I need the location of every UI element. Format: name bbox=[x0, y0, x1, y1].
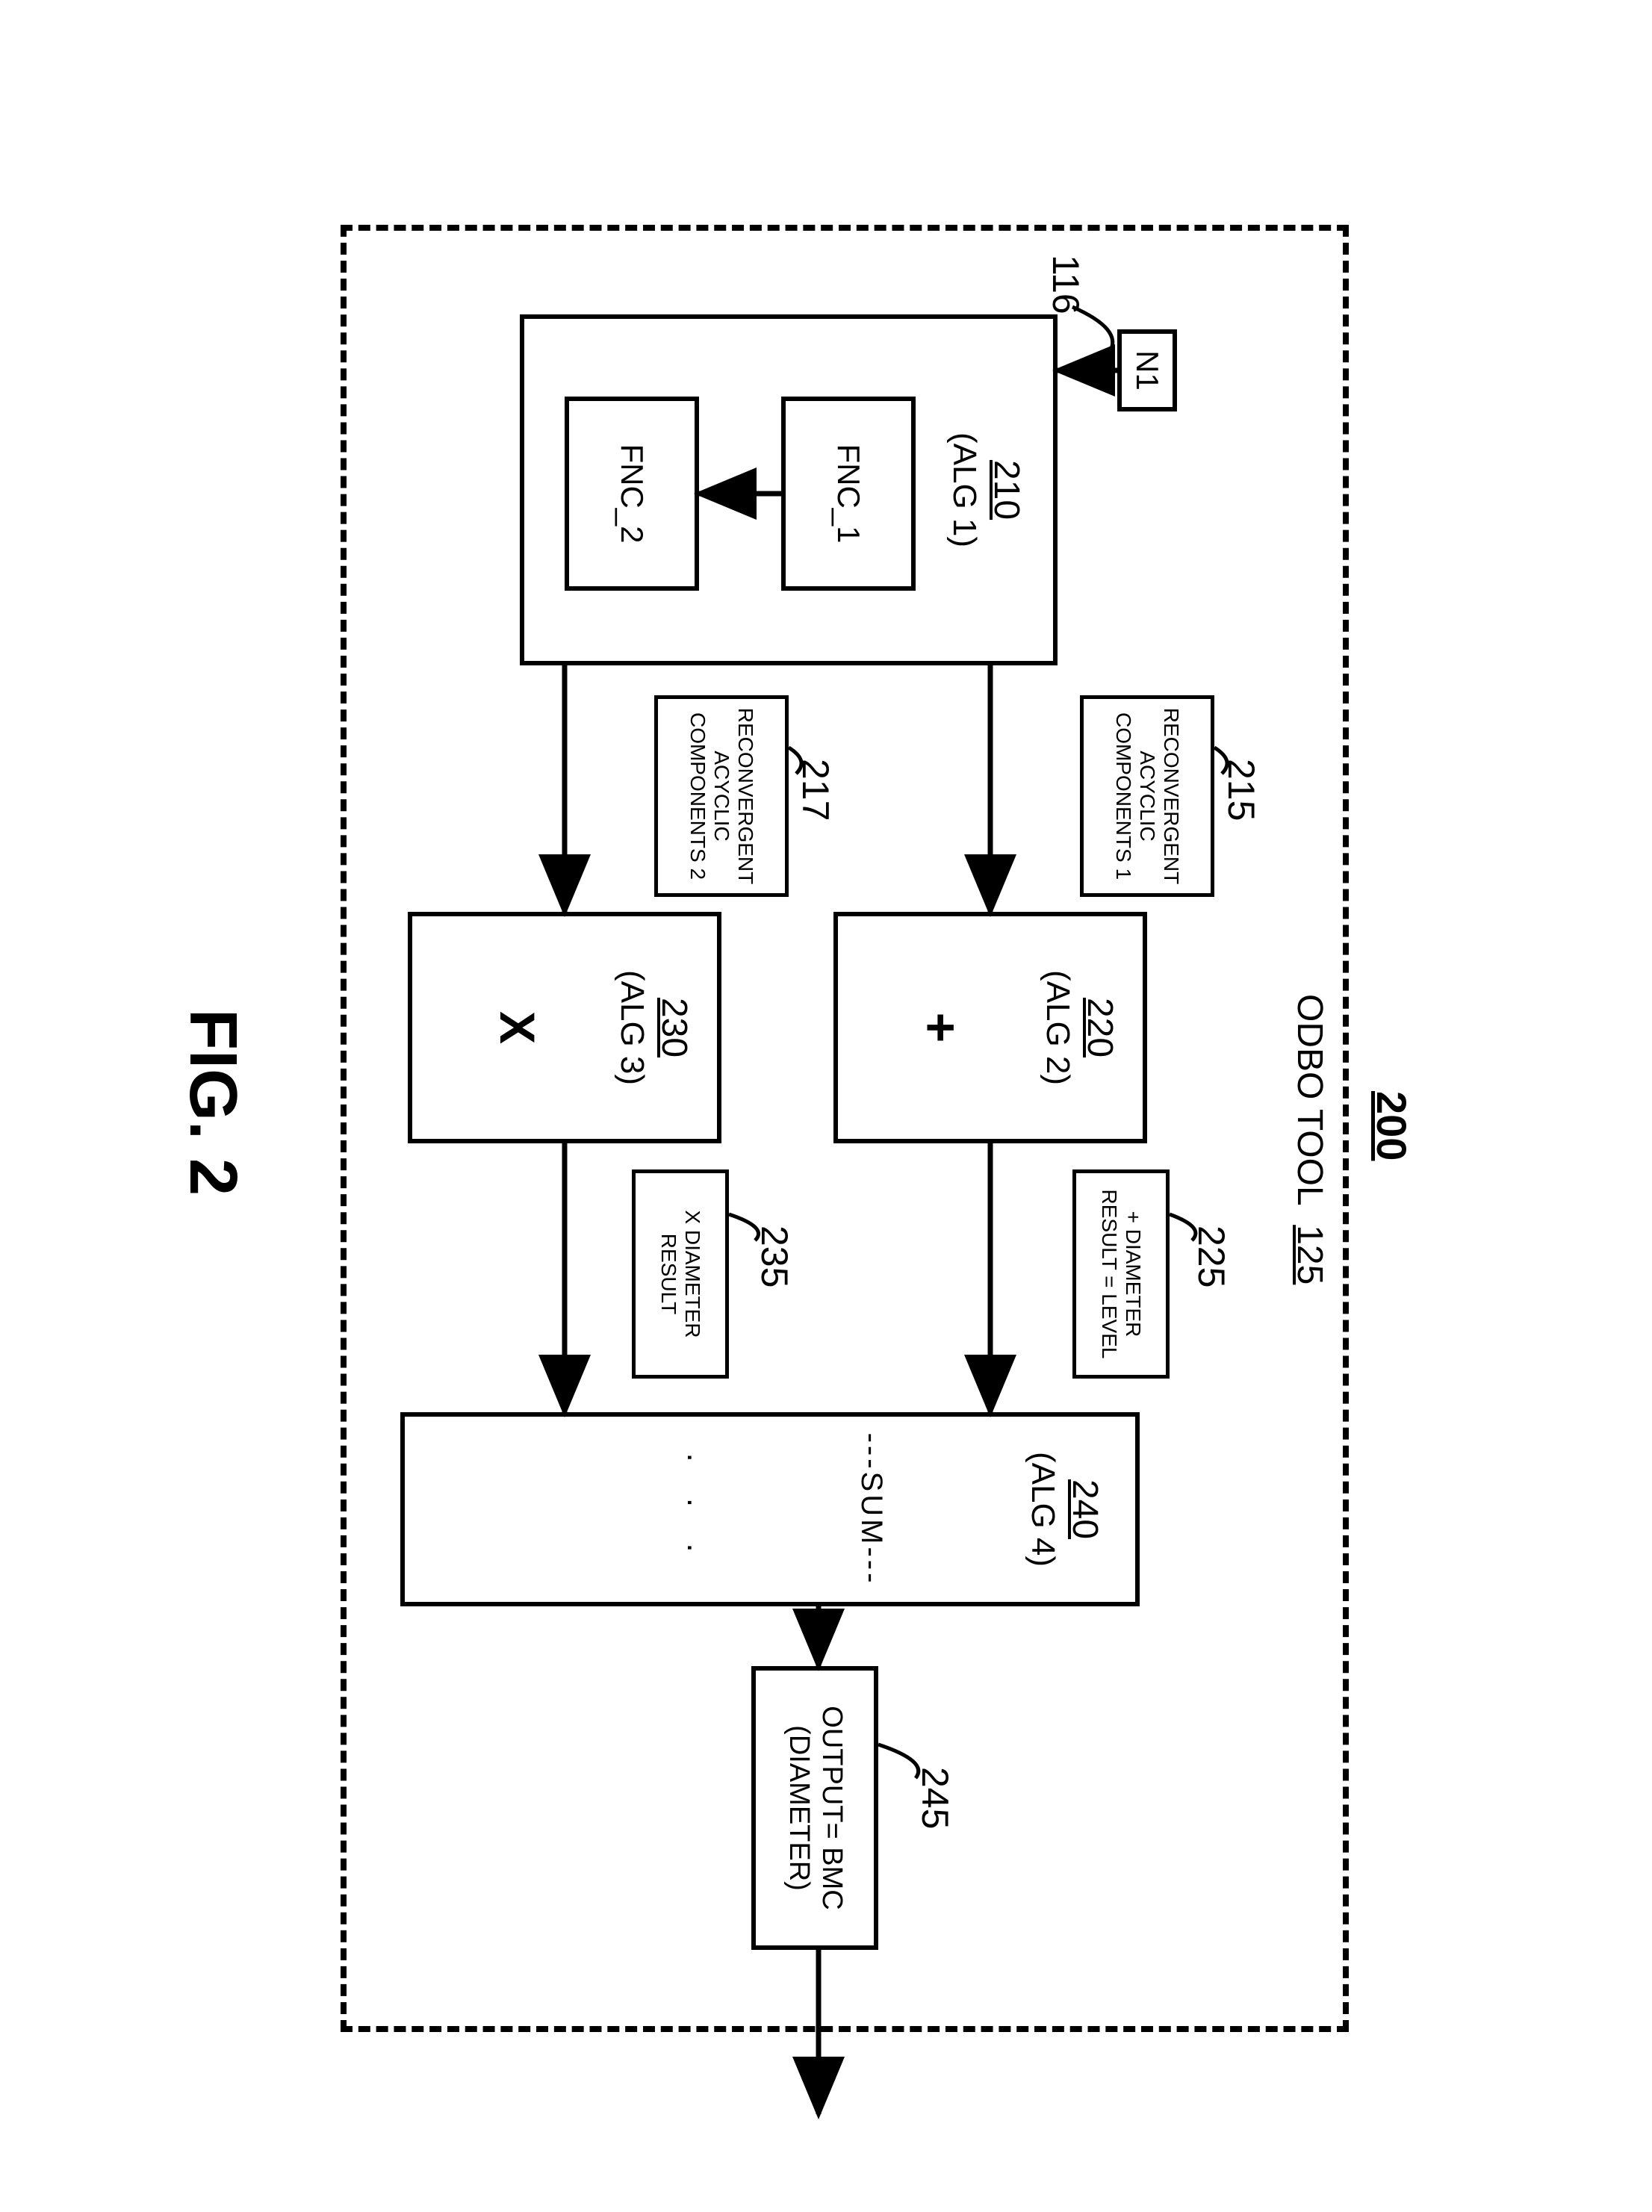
217-leader bbox=[789, 748, 801, 774]
arrows-overlay bbox=[117, 98, 1535, 2114]
figure-caption: FIG. 2 bbox=[174, 1009, 251, 1196]
116-leader bbox=[1072, 307, 1113, 352]
diagram-rotated-wrapper: 200 ODBO TOOL 125 116 N1 210 (ALG 1) FNC… bbox=[117, 98, 1535, 2114]
245-leader bbox=[878, 1745, 919, 1778]
235-leader bbox=[729, 1214, 759, 1240]
225-leader bbox=[1170, 1214, 1196, 1240]
215-leader bbox=[1214, 748, 1227, 774]
